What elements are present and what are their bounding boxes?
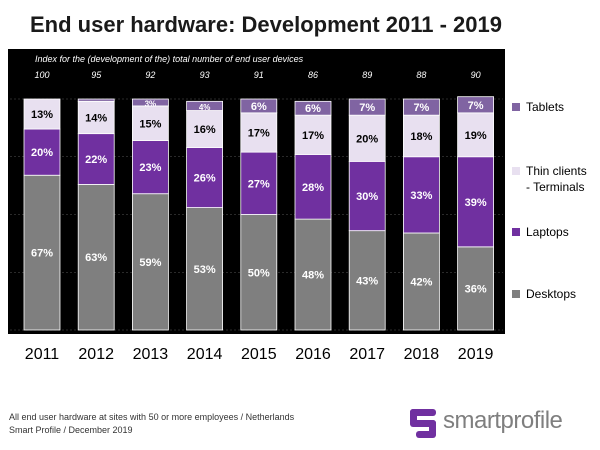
data-label: 27% [248,178,270,190]
x-tick-label: 2018 [404,346,440,363]
bar-segment [186,207,224,331]
data-label: 3% [145,99,157,108]
data-label: 15% [139,118,161,130]
footer-note: All end user hardware at sites with 50 o… [9,411,294,437]
chart-subtitle: Index for the (development of the) total… [35,54,304,64]
data-label: 19% [465,130,487,142]
bar-segment [294,100,332,116]
x-tick-label: 2012 [78,346,114,363]
bar-segment [294,218,332,331]
index-label: 89 [362,70,372,80]
bar-segment [186,100,224,111]
index-label: 90 [471,70,481,80]
x-tick-label: 2016 [295,346,331,363]
bar-segment [23,98,61,130]
footer-credit-line: Smart Profile / December 2019 [9,425,133,435]
index-label: 92 [145,70,155,80]
bar-segment [131,193,169,331]
data-label: 20% [356,133,378,145]
bar-segment [77,98,115,102]
data-label: 53% [194,264,216,276]
legend-swatch [512,228,520,236]
data-label: 17% [302,130,324,142]
data-label: 17% [248,127,270,139]
bar-segment [131,98,169,107]
data-label: 67% [31,248,53,260]
data-label: 42% [410,276,432,288]
x-tick-label: 2015 [241,346,277,363]
bar-segment [402,156,440,234]
data-label: 36% [465,283,487,295]
bar-segment [402,114,440,158]
bar-segment [23,174,61,331]
data-label: 26% [194,173,216,185]
bar-segment [348,114,386,162]
data-label: 6% [305,103,321,115]
data-label: 33% [410,190,432,202]
data-label: 7% [359,102,375,114]
footer-source-line: All end user hardware at sites with 50 o… [9,412,295,422]
bar-segment [294,154,332,220]
bar-segment [240,112,278,153]
legend-label: Desktops [526,287,576,301]
data-label: 4% [199,103,211,112]
data-label: 59% [139,257,161,269]
x-tick-label: 2013 [133,346,169,363]
data-label: 14% [85,112,107,124]
bar-segment [240,98,278,114]
smartprofile-logo-icon [410,409,436,438]
bar-segment [457,96,495,114]
index-label: 88 [416,70,426,80]
bar-segment [348,160,386,232]
logo-wordmark: smartprofile [443,407,563,434]
bar-segment [131,105,169,141]
index-label: 91 [254,70,264,80]
bar-segment [131,140,169,195]
data-label: 30% [356,191,378,203]
bar-segment [402,98,440,116]
bar-segment [457,156,495,248]
data-label: 13% [31,109,53,121]
data-label: 43% [356,275,378,287]
data-label: 22% [85,154,107,166]
legend-swatch [512,103,520,111]
index-label: 93 [200,70,210,80]
data-label: 20% [31,147,53,159]
data-label: 7% [468,100,484,112]
data-label: 63% [85,252,107,264]
data-label: 48% [302,270,324,282]
bar-segment [240,214,278,331]
x-tick-label: 2011 [25,346,60,363]
bar-segment [186,110,224,148]
bar-segment [348,98,386,116]
legend-swatch [512,290,520,298]
legend-label: Tablets [526,100,564,114]
data-label: 23% [139,162,161,174]
bar-segment [457,112,495,158]
index-label: 86 [308,70,318,80]
chart-title: End user hardware: Development 2011 - 20… [30,12,502,37]
legend-label: - Terminals [526,180,584,194]
data-label: 6% [251,101,267,113]
data-label: 7% [413,102,429,114]
x-tick-label: 2014 [187,346,223,363]
data-label: 16% [194,124,216,136]
data-label: 50% [248,267,270,279]
data-label: 39% [465,197,487,209]
bar-segment [294,114,332,155]
legend-label: Thin clients [526,164,587,178]
data-label: 18% [410,131,432,143]
bar-segment [402,232,440,331]
bar-segment [186,147,224,208]
bar-segment [240,151,278,215]
index-label: 95 [91,70,102,80]
x-tick-label: 2017 [349,346,385,363]
x-tick-label: 2019 [458,346,494,363]
index-label: 100 [34,70,49,80]
legend-label: Laptops [526,225,569,239]
chart-header-band [8,49,505,98]
legend-swatch [512,167,520,175]
data-label: 28% [302,182,324,194]
